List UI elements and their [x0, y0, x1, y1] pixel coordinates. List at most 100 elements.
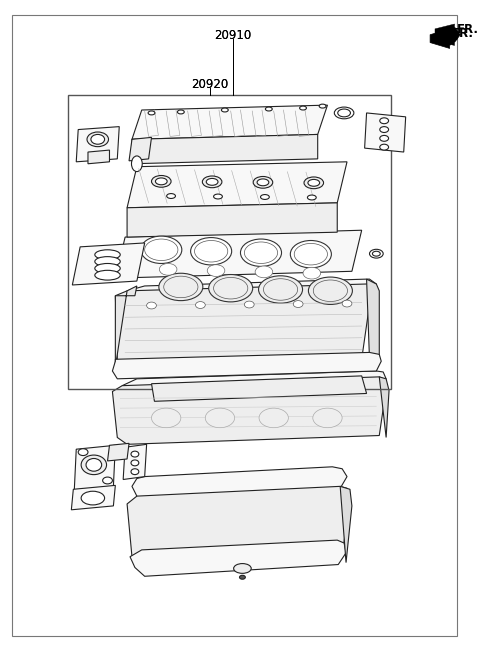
- Polygon shape: [430, 29, 457, 48]
- Ellipse shape: [86, 458, 102, 471]
- Polygon shape: [115, 284, 372, 367]
- Polygon shape: [127, 487, 350, 567]
- Ellipse shape: [214, 194, 222, 199]
- Ellipse shape: [159, 263, 177, 275]
- Polygon shape: [112, 377, 386, 444]
- Ellipse shape: [194, 240, 228, 262]
- Ellipse shape: [78, 449, 88, 456]
- Ellipse shape: [146, 302, 156, 309]
- Ellipse shape: [257, 179, 269, 186]
- Ellipse shape: [95, 257, 120, 267]
- Ellipse shape: [342, 300, 352, 307]
- Polygon shape: [129, 138, 152, 161]
- Ellipse shape: [255, 266, 273, 278]
- Polygon shape: [74, 445, 115, 490]
- Ellipse shape: [300, 106, 306, 110]
- Ellipse shape: [214, 278, 248, 299]
- Text: 20910: 20910: [214, 29, 251, 42]
- Polygon shape: [115, 231, 362, 278]
- Ellipse shape: [313, 408, 342, 428]
- Ellipse shape: [131, 451, 139, 457]
- Ellipse shape: [307, 195, 316, 200]
- Ellipse shape: [87, 132, 108, 147]
- Ellipse shape: [148, 111, 155, 115]
- Ellipse shape: [81, 491, 105, 505]
- Ellipse shape: [380, 118, 389, 124]
- Ellipse shape: [95, 263, 120, 273]
- Ellipse shape: [334, 107, 354, 119]
- Ellipse shape: [294, 244, 327, 265]
- Polygon shape: [127, 162, 347, 208]
- Polygon shape: [127, 279, 376, 297]
- Text: 20920: 20920: [192, 78, 229, 91]
- Ellipse shape: [372, 252, 380, 256]
- Ellipse shape: [207, 265, 225, 276]
- Polygon shape: [127, 203, 337, 237]
- Ellipse shape: [244, 242, 277, 263]
- Ellipse shape: [261, 195, 269, 199]
- Ellipse shape: [370, 250, 383, 258]
- Polygon shape: [112, 352, 381, 379]
- Ellipse shape: [144, 239, 178, 261]
- Ellipse shape: [203, 176, 222, 188]
- Ellipse shape: [91, 134, 105, 144]
- Polygon shape: [132, 105, 327, 140]
- Polygon shape: [122, 371, 386, 398]
- Ellipse shape: [205, 408, 235, 428]
- Polygon shape: [108, 443, 129, 461]
- Ellipse shape: [191, 238, 232, 265]
- Ellipse shape: [81, 455, 107, 475]
- Ellipse shape: [259, 408, 288, 428]
- Ellipse shape: [240, 239, 282, 267]
- Ellipse shape: [293, 301, 303, 307]
- Ellipse shape: [152, 408, 181, 428]
- Ellipse shape: [240, 575, 245, 579]
- Ellipse shape: [234, 563, 251, 573]
- Ellipse shape: [131, 469, 139, 475]
- Ellipse shape: [259, 276, 302, 303]
- Ellipse shape: [195, 301, 205, 309]
- Ellipse shape: [380, 144, 389, 150]
- Polygon shape: [72, 243, 144, 285]
- Ellipse shape: [132, 156, 142, 172]
- Polygon shape: [132, 467, 347, 512]
- Ellipse shape: [95, 271, 120, 280]
- Polygon shape: [115, 286, 137, 367]
- Polygon shape: [379, 377, 389, 438]
- Ellipse shape: [265, 107, 272, 111]
- Ellipse shape: [152, 176, 171, 187]
- Ellipse shape: [380, 136, 389, 141]
- Polygon shape: [132, 134, 318, 164]
- Polygon shape: [365, 113, 406, 152]
- Bar: [69, 96, 391, 388]
- Ellipse shape: [319, 104, 326, 108]
- Ellipse shape: [209, 274, 252, 302]
- Polygon shape: [340, 487, 352, 563]
- Ellipse shape: [304, 177, 324, 189]
- Ellipse shape: [103, 477, 112, 484]
- Ellipse shape: [131, 460, 139, 466]
- Ellipse shape: [338, 109, 350, 117]
- Polygon shape: [88, 150, 109, 164]
- Ellipse shape: [380, 126, 389, 132]
- Ellipse shape: [141, 236, 182, 263]
- Ellipse shape: [308, 179, 320, 186]
- Polygon shape: [76, 126, 119, 162]
- Ellipse shape: [221, 108, 228, 112]
- Ellipse shape: [156, 178, 167, 185]
- Polygon shape: [367, 279, 379, 360]
- Ellipse shape: [95, 250, 120, 259]
- Ellipse shape: [164, 276, 198, 297]
- Polygon shape: [435, 24, 460, 45]
- Text: 20920: 20920: [192, 78, 229, 91]
- Polygon shape: [152, 376, 367, 402]
- Polygon shape: [123, 444, 146, 479]
- Ellipse shape: [178, 110, 184, 114]
- Ellipse shape: [309, 277, 352, 305]
- Polygon shape: [130, 540, 346, 576]
- Ellipse shape: [159, 273, 203, 301]
- Text: 20910: 20910: [214, 29, 251, 42]
- Ellipse shape: [167, 194, 176, 198]
- Ellipse shape: [303, 267, 321, 279]
- Text: FR.: FR.: [452, 27, 474, 40]
